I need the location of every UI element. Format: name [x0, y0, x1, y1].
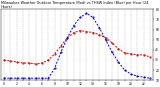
Text: Milwaukee Weather Outdoor Temperature (Red) vs THSW Index (Blue) per Hour (24 Ho: Milwaukee Weather Outdoor Temperature (R… [1, 1, 148, 9]
